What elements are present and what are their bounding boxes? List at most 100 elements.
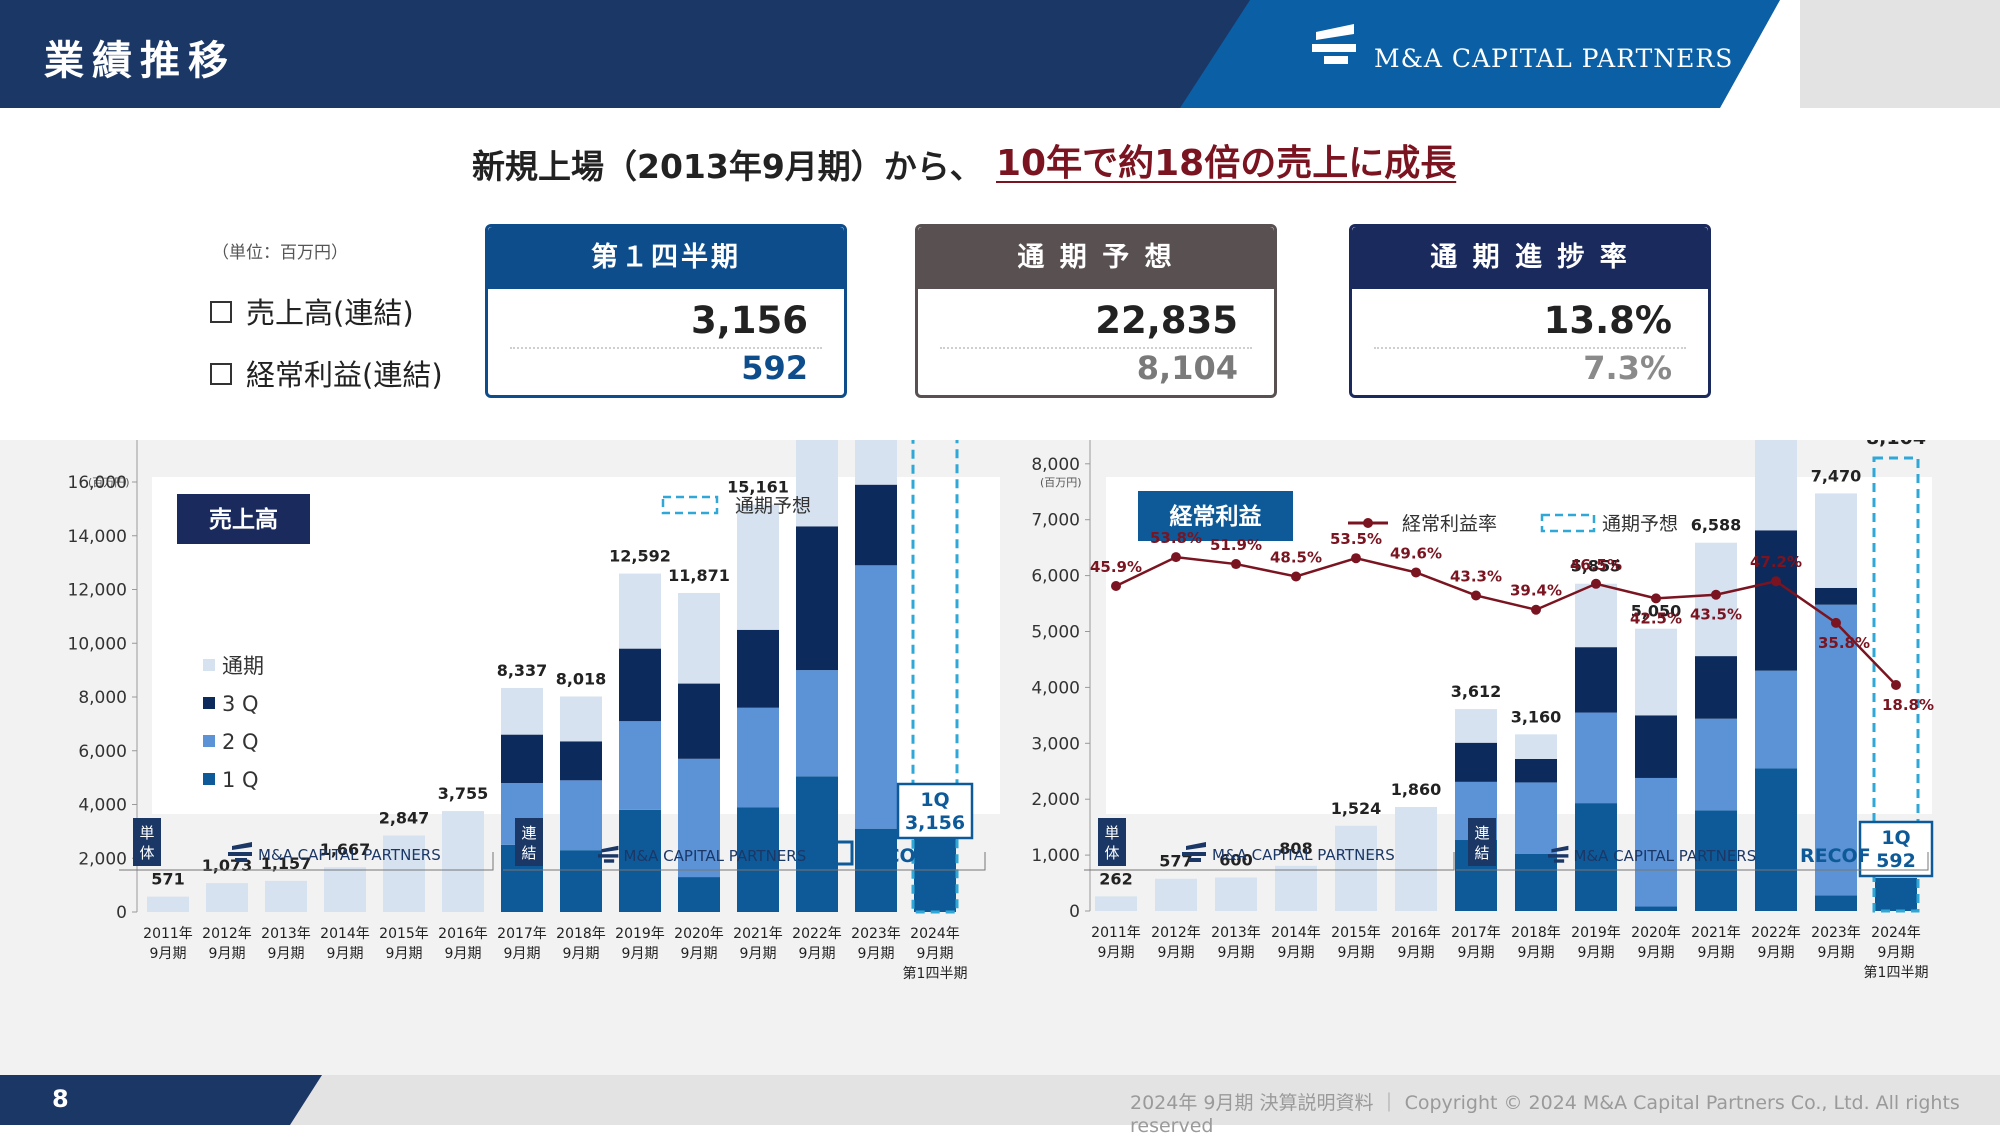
x-tick-label: 2013年 xyxy=(1211,925,1261,941)
margin-point xyxy=(1591,578,1601,589)
kpi-divider xyxy=(940,347,1252,349)
margin-point xyxy=(1411,567,1421,578)
kpi-sales-value: 13.8% xyxy=(1543,299,1672,342)
forecast-total-label: 8,104 xyxy=(1866,440,1926,449)
bar-total-label: 600 xyxy=(1219,850,1252,869)
x-tick-label: 9月期 xyxy=(1578,945,1615,961)
margin-label: 43.5% xyxy=(1690,606,1742,624)
x-tick-label: 2014年 xyxy=(1271,925,1321,941)
bar-segment xyxy=(1095,896,1137,911)
x-tick-label: 9月期 xyxy=(1278,945,1315,961)
margin-point xyxy=(1771,576,1781,587)
x-tick-label: 2013年 xyxy=(261,926,311,942)
x-tick-label: 2018年 xyxy=(556,926,606,942)
x-tick-label: 2014年 xyxy=(320,926,370,942)
bar-segment xyxy=(1515,782,1557,854)
bar-segment xyxy=(678,683,720,759)
x-tick-label: 2019年 xyxy=(615,926,665,942)
recof-logo-icon xyxy=(830,840,854,866)
sales-chart: (百万円) 0 2,000 4,000 6,000 8,000 10,000 12,000 14… xyxy=(68,440,1000,982)
forecast-legend-label: 通期予想 xyxy=(1602,513,1678,535)
legend-label: 3 Q xyxy=(222,692,259,716)
q1-callout-box xyxy=(896,782,974,840)
x-tick-label: 2024年 xyxy=(1871,925,1921,941)
logo-mark-icon xyxy=(228,852,252,856)
consolidated-badge xyxy=(1468,818,1496,866)
x-tick-label: 9月期 xyxy=(504,946,541,962)
legend-swatch xyxy=(203,697,215,709)
kpi-card-forecast: 通 期 予 想 22,835 8,104 xyxy=(915,224,1277,398)
kpi-profit-value: 8,104 xyxy=(1136,349,1238,387)
chart-title: 売上高 xyxy=(209,506,278,533)
bar-segment xyxy=(1455,742,1497,782)
bar-segment xyxy=(1515,853,1557,911)
x-tick-label: 2011年 xyxy=(1091,925,1141,941)
bar-segment xyxy=(737,629,779,708)
x-tick-label: 2017年 xyxy=(497,926,547,942)
x-tick-label: 2017年 xyxy=(1451,925,1501,941)
y-tick-label: 2,000 xyxy=(1031,790,1080,810)
x-tick-label: 9月期 xyxy=(1158,945,1195,961)
margin-label: 35.8% xyxy=(1818,634,1870,652)
bar-segment xyxy=(324,867,366,912)
single-entity-badge xyxy=(1098,818,1126,866)
y-tick-label: 14,000 xyxy=(68,527,127,547)
margin-label: 51.9% xyxy=(1210,536,1262,554)
forecast-dashed-box xyxy=(911,440,959,914)
q1-callout-box xyxy=(1858,820,1934,878)
bar-segment xyxy=(855,565,897,829)
bar-segment xyxy=(147,896,189,912)
margin-label: 45.9% xyxy=(1090,558,1142,576)
bar-segment xyxy=(1695,718,1737,811)
bar-segment xyxy=(560,741,602,781)
forecast-legend-label: 通期予想 xyxy=(735,495,811,517)
bar-total-label: 2,847 xyxy=(379,808,430,827)
x-tick-label: 9月期 xyxy=(1218,945,1255,961)
x-tick-label: 9月期 xyxy=(327,946,364,962)
y-tick-label: 10,000 xyxy=(68,634,127,654)
legend-swatch xyxy=(203,773,215,785)
logo-mark-icon xyxy=(601,845,619,853)
bar-total-label: 577 xyxy=(1159,852,1192,871)
bar-segment xyxy=(619,573,661,649)
bar-segment xyxy=(383,835,425,912)
bar-segment xyxy=(1635,906,1677,911)
kpi-card-title: 通 期 予 想 xyxy=(918,227,1274,289)
q1-callout-label: 1Q xyxy=(920,789,949,811)
legend-swatch xyxy=(203,735,215,747)
y-tick-label: 8,000 xyxy=(1031,455,1080,475)
x-tick-label: 9月期 xyxy=(1098,945,1135,961)
y-tick-label: 0 xyxy=(1069,902,1080,922)
x-tick-label: 9月期 xyxy=(1518,945,1555,961)
x-tick-label: 第1四半期 xyxy=(903,965,968,982)
margin-label: 49.6% xyxy=(1390,544,1442,562)
y-tick-label: 0 xyxy=(116,903,127,923)
header-decoration xyxy=(1180,0,1800,108)
logo-mark-icon xyxy=(1186,842,1206,850)
footer-logo-text: M&A CAPITAL PARTNERS xyxy=(258,846,441,864)
x-tick-label: 9月期 xyxy=(209,946,246,962)
q1-callout-value: 3,156 xyxy=(905,812,965,834)
logo-mark-icon xyxy=(1553,859,1565,863)
single-badge-text: 単 xyxy=(139,824,154,842)
x-tick-label: 9月期 xyxy=(1818,945,1855,961)
q1-callout-label: 1Q xyxy=(1881,827,1910,849)
chart-title: 経常利益 xyxy=(1170,503,1262,530)
y-tick-label: 3,000 xyxy=(1031,734,1080,754)
kpi-card-title: 通 期 進 捗 率 xyxy=(1352,227,1708,289)
bar-segment xyxy=(501,687,543,735)
y-tick-label: 4,000 xyxy=(78,796,127,816)
x-tick-label: 9月期 xyxy=(1638,945,1675,961)
y-tick-label: 5,000 xyxy=(1031,623,1080,643)
bar-segment xyxy=(1755,440,1797,531)
units-label: (百万円) xyxy=(88,476,130,489)
bar-total-label: 8,018 xyxy=(556,670,607,689)
company-logo-text: M&A CAPITAL PARTNERS xyxy=(1374,44,1734,73)
logo-mark-icon xyxy=(232,842,252,850)
x-tick-label: 9月期 xyxy=(799,946,836,962)
margin-legend-label: 経常利益率 xyxy=(1402,513,1497,535)
y-tick-label: 4,000 xyxy=(1031,678,1080,698)
bar-segment xyxy=(619,648,661,722)
x-tick-label: 9月期 xyxy=(1758,945,1795,961)
y-tick-label: 2,000 xyxy=(78,849,127,869)
